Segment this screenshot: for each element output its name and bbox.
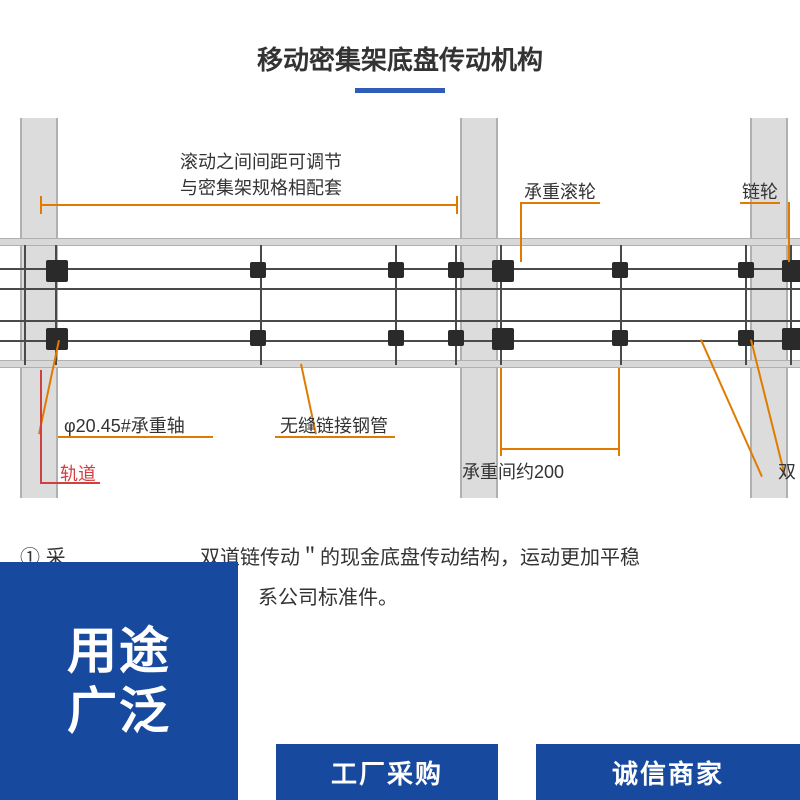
dimension-line — [40, 204, 458, 206]
sprocket-icon — [782, 260, 800, 282]
span-note: 滚动之间间距可调节 与密集架规格相配套 — [180, 148, 342, 200]
span-note-line1: 滚动之间间距可调节 — [180, 148, 342, 174]
paragraph-2: 系公司标准件。 — [258, 580, 398, 616]
roller-icon — [388, 262, 404, 278]
label-seamless-tube: 无缝链接钢管 — [280, 412, 388, 438]
pillar — [460, 118, 498, 498]
title-underline — [355, 88, 445, 93]
sprocket-icon — [46, 260, 68, 282]
roller-icon — [612, 262, 628, 278]
overlay-left-l2: 广泛 — [67, 681, 171, 741]
span-note-line2: 与密集架规格相配套 — [180, 174, 342, 200]
roller-icon — [250, 330, 266, 346]
overlay-badge-right[interactable]: 诚信商家 — [536, 744, 800, 800]
rod — [0, 320, 800, 322]
rod — [0, 288, 800, 290]
label-double: 双 — [778, 458, 796, 484]
overlay-left-l1: 用途 — [67, 621, 171, 681]
leader-line — [40, 370, 42, 484]
dimension-line — [500, 448, 618, 450]
pillar — [750, 118, 788, 498]
roller-icon — [448, 330, 464, 346]
leader-line — [788, 202, 790, 262]
label-sprocket: 链轮 — [742, 178, 778, 204]
paragraph-1b: 双道链传动＂的现金底盘传动结构，运动更加平稳 — [200, 540, 640, 576]
sprocket-icon — [492, 328, 514, 350]
dimension-tick — [500, 368, 502, 456]
overlay-badge-left: 用途 广泛 — [0, 562, 238, 800]
leader-line — [520, 202, 522, 262]
diagram-canvas: 移动密集架底盘传动机构 滚动之间间距可调节 与密集架规格相配套 承重滚轮 链轮 … — [0, 0, 800, 800]
frame-vertical — [24, 245, 26, 365]
roller-icon — [250, 262, 266, 278]
label-track: 轨道 — [60, 460, 96, 486]
roller-icon — [388, 330, 404, 346]
overlay-badge-mid[interactable]: 工厂采购 — [276, 744, 498, 800]
roller-icon — [738, 262, 754, 278]
dimension-tick — [40, 196, 42, 214]
roller-icon — [448, 262, 464, 278]
label-bearing-roller: 承重滚轮 — [524, 178, 596, 204]
dimension-tick — [618, 368, 620, 456]
rail-bottom — [0, 360, 800, 368]
label-bearing-shaft: φ20.45#承重轴 — [64, 412, 185, 438]
roller-icon — [612, 330, 628, 346]
rail-top — [0, 238, 800, 246]
label-bearing-spacing: 承重间约200 — [462, 458, 564, 484]
sprocket-icon — [782, 328, 800, 350]
dimension-tick — [456, 196, 458, 214]
sprocket-icon — [492, 260, 514, 282]
diagram-title: 移动密集架底盘传动机构 — [257, 40, 543, 77]
